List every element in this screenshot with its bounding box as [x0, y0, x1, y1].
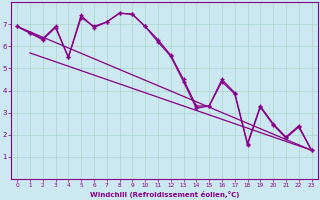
X-axis label: Windchill (Refroidissement éolien,°C): Windchill (Refroidissement éolien,°C): [90, 191, 239, 198]
